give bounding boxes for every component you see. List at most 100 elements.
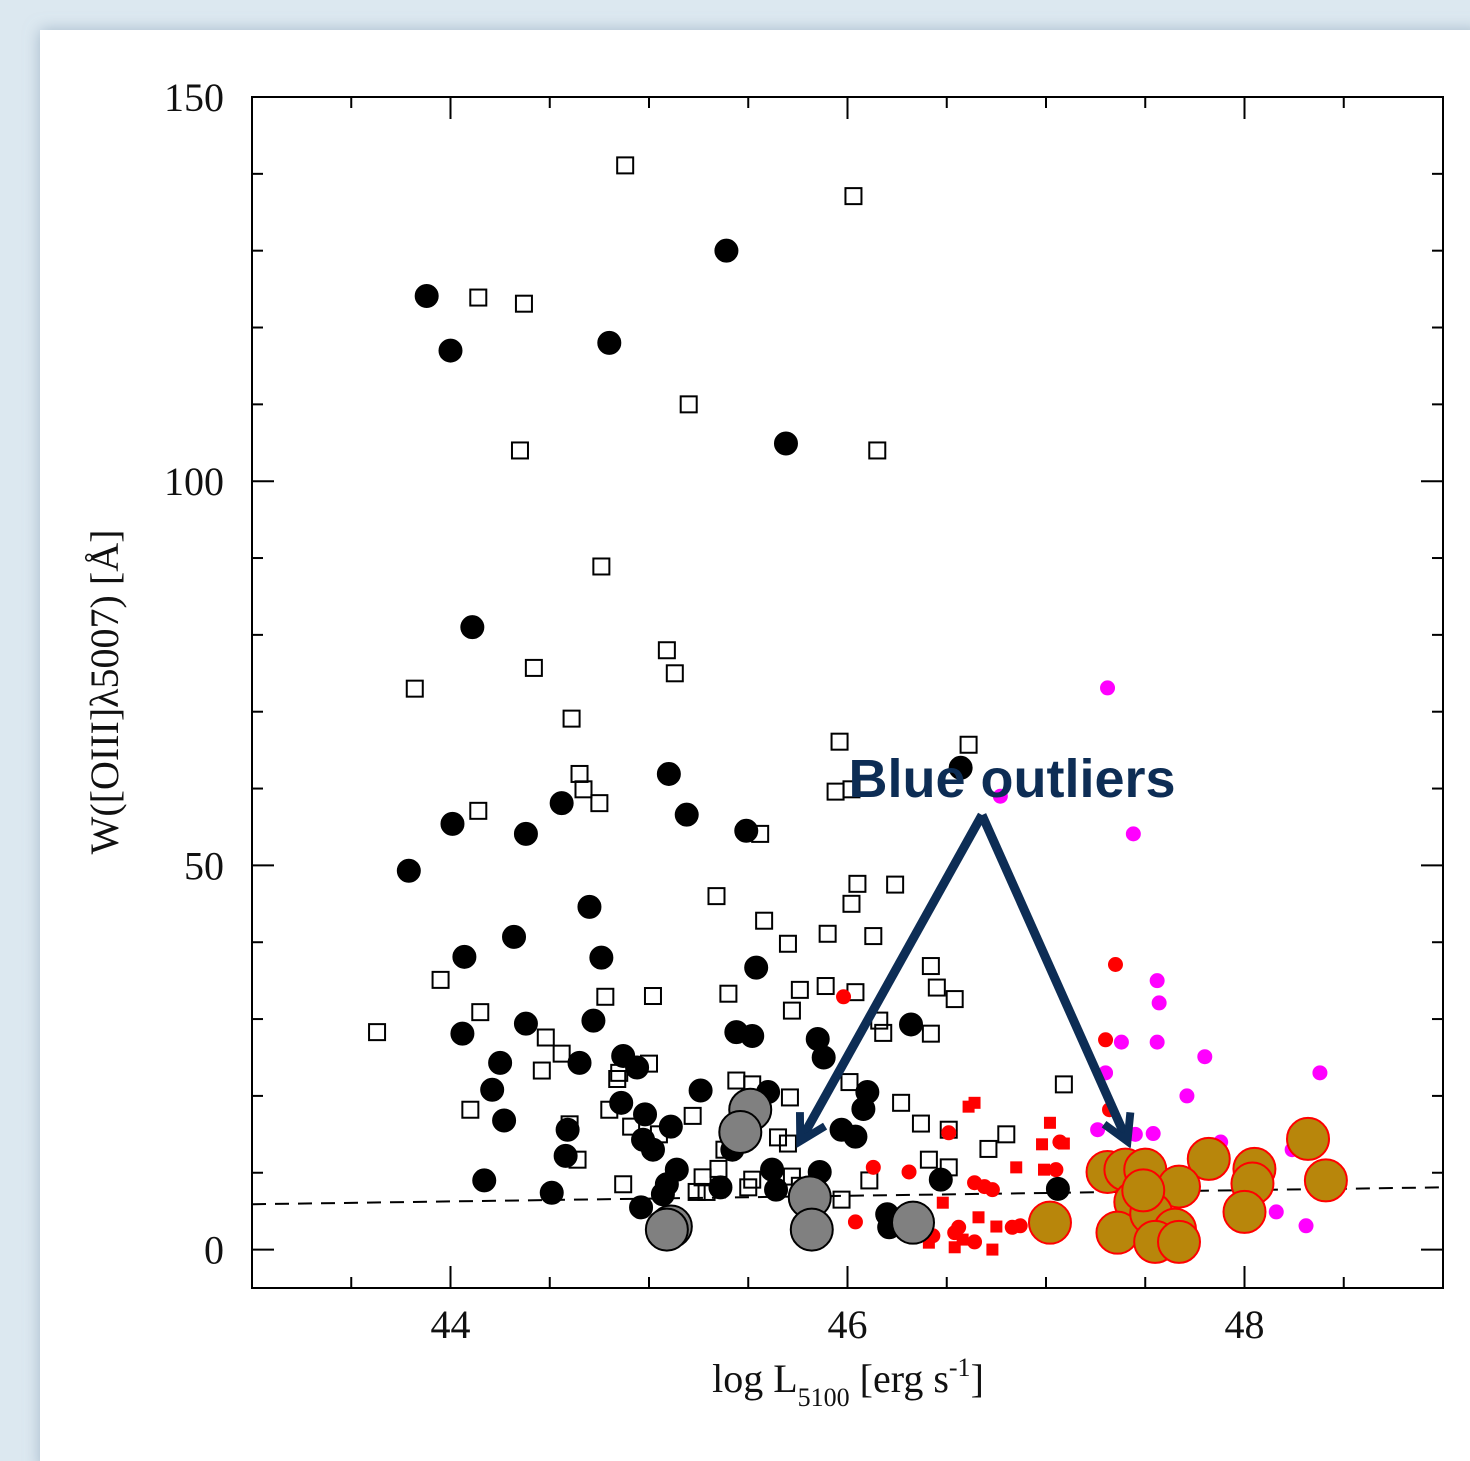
point (778, 1134, 797, 1153)
point (764, 1177, 789, 1202)
point (773, 431, 798, 456)
point (816, 977, 835, 996)
annotation-arrows (802, 812, 1126, 1138)
point (539, 1180, 564, 1205)
point (1222, 1189, 1267, 1234)
point (596, 987, 615, 1006)
point (855, 1080, 880, 1105)
point (592, 557, 611, 576)
point (510, 441, 529, 460)
point (992, 788, 1008, 804)
point (830, 732, 849, 751)
point (513, 1011, 538, 1036)
x-tick-label: 44 (431, 1302, 471, 1347)
point (658, 1114, 683, 1139)
point (1156, 1219, 1201, 1264)
point (1054, 1075, 1073, 1094)
point (513, 821, 538, 846)
point (577, 894, 602, 919)
point (1012, 1218, 1028, 1234)
point (452, 944, 477, 969)
point (901, 1164, 917, 1180)
point (1100, 680, 1116, 696)
point (664, 1157, 689, 1182)
point (826, 782, 845, 801)
point (625, 1055, 650, 1080)
point (911, 1114, 930, 1133)
point (1286, 1116, 1331, 1161)
point (714, 238, 739, 263)
point (1010, 1161, 1023, 1174)
point (1268, 1204, 1284, 1220)
point (1149, 1034, 1165, 1050)
x-label-part: ] (971, 1356, 984, 1401)
point (471, 1003, 490, 1022)
x-axis-label: log L5100 [erg s-1] (712, 1353, 984, 1412)
point (438, 338, 463, 363)
point (708, 1175, 733, 1200)
point (549, 791, 574, 816)
point (1125, 826, 1141, 842)
x-label-part: [erg s (850, 1356, 949, 1401)
point (739, 1178, 758, 1197)
point (718, 1110, 763, 1155)
point (744, 955, 769, 980)
arrow (977, 813, 1126, 1138)
point (1098, 1032, 1114, 1048)
arrow (802, 812, 986, 1138)
y-axis-label: W([OIII]λ5007) [Å] (82, 530, 127, 855)
point (990, 1220, 1003, 1233)
point (555, 1117, 580, 1142)
point (1027, 1200, 1072, 1245)
point (740, 1023, 765, 1048)
point (524, 658, 543, 677)
x-tick-label: 48 (1225, 1302, 1265, 1347)
point (1127, 1126, 1143, 1142)
point (414, 284, 439, 309)
point (818, 924, 837, 943)
annotation: Blue outliers (848, 749, 1175, 809)
point (614, 1175, 633, 1194)
point (778, 934, 797, 953)
point (1186, 1136, 1231, 1181)
point (967, 1234, 983, 1250)
point (552, 1044, 571, 1063)
x-label-subscript: 5100 (798, 1383, 850, 1412)
x-label-superscript: -1 (949, 1353, 971, 1382)
point (864, 927, 883, 946)
point (1145, 1126, 1161, 1142)
point (1107, 957, 1123, 973)
point (921, 1024, 940, 1043)
point (405, 679, 424, 698)
point (790, 980, 809, 999)
point (396, 858, 421, 883)
point (608, 1069, 627, 1088)
point (1090, 1122, 1106, 1138)
point (532, 1061, 551, 1080)
point (972, 1211, 985, 1224)
point (589, 945, 614, 970)
point (440, 811, 465, 836)
point (590, 794, 609, 813)
point (1179, 1088, 1195, 1104)
plot-area (251, 156, 1444, 1264)
point (1036, 1138, 1049, 1151)
point (656, 761, 681, 786)
point (644, 1207, 689, 1252)
x-label-part: log L (712, 1356, 798, 1401)
point (502, 924, 527, 949)
point (927, 978, 946, 997)
point (581, 1008, 606, 1033)
point (1057, 1137, 1070, 1150)
point (782, 1001, 801, 1020)
point (562, 709, 581, 728)
panel (40, 30, 1470, 1461)
point (1043, 1116, 1056, 1129)
point (553, 1143, 578, 1168)
point (755, 911, 774, 930)
point (431, 970, 450, 989)
point (469, 801, 488, 820)
point (1151, 995, 1167, 1011)
point (1312, 1065, 1328, 1081)
